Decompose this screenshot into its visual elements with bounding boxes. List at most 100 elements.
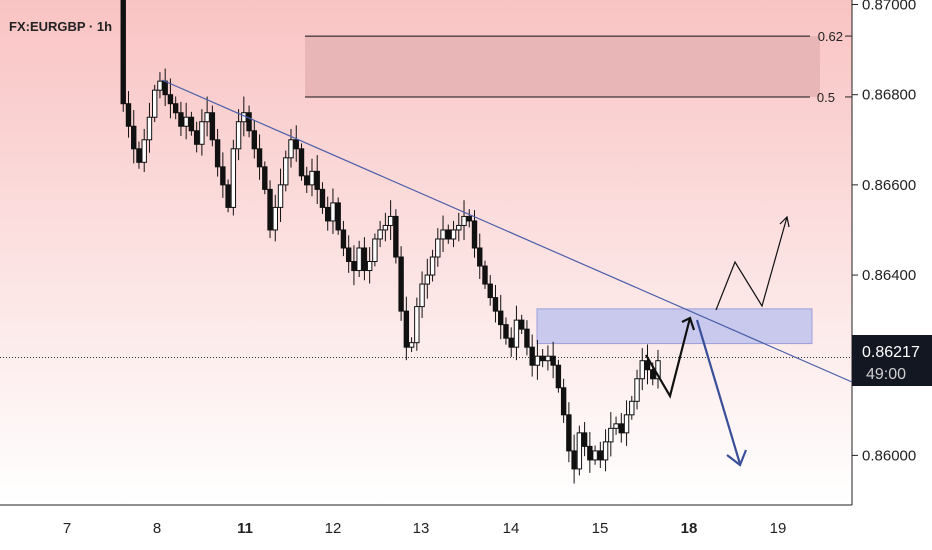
candle-body [283, 157, 289, 186]
candle-body [487, 283, 493, 299]
candle-body [634, 378, 640, 402]
candle-body [403, 310, 410, 348]
candle-body [650, 369, 656, 380]
candle-body [571, 450, 577, 470]
candle-body [309, 170, 315, 186]
candle-body [471, 220, 478, 249]
candle-body [356, 247, 362, 272]
price-tick-label: 0.86400 [862, 267, 916, 284]
candle-body [555, 364, 562, 389]
candle-body [424, 274, 431, 285]
time-tick: 14 [503, 520, 520, 537]
candle-body [608, 427, 614, 443]
candle-body [492, 297, 499, 312]
price-axis-panel [852, 0, 932, 505]
candle-body [393, 215, 399, 258]
candle-body [372, 238, 378, 263]
candle-body [204, 112, 210, 123]
candle-body [639, 360, 645, 380]
candle-body [534, 355, 541, 366]
candle-body [560, 387, 567, 416]
candle-body [429, 256, 436, 276]
projection-bull-arrowhead [681, 316, 696, 331]
candle-body [288, 139, 294, 159]
time-tick: 19 [770, 520, 787, 537]
candle-body [125, 103, 132, 127]
price-tick-label: 0.87000 [862, 0, 916, 14]
candle-body [120, 0, 126, 105]
candle-body [539, 355, 546, 362]
candle-body [414, 306, 420, 344]
candle-body [398, 256, 404, 312]
candle-body [136, 148, 142, 163]
candle-body [366, 261, 373, 272]
candle-body [466, 215, 472, 222]
trendline [161, 79, 853, 383]
candle-body [131, 125, 137, 150]
candle-body [498, 310, 504, 326]
symbol-label: FX:EURGBP · 1h [9, 19, 112, 34]
projection-alt-path [715, 216, 788, 311]
candle-body [345, 247, 352, 263]
candle-body [361, 247, 368, 272]
candle-body [408, 342, 415, 348]
candle-body [456, 224, 462, 231]
candle-body [644, 360, 651, 371]
candle-body [146, 116, 153, 141]
candle-body [178, 112, 184, 127]
current-price-label: 0.86217 [862, 344, 920, 361]
candle-body [477, 247, 483, 267]
price-tick-label: 0.86600 [862, 177, 916, 194]
time-tick: 18 [681, 520, 698, 537]
candle-body [545, 355, 551, 362]
candle-body [581, 432, 588, 447]
price-axis-ticks: 0.87000 0.86800 0.86600 0.86400 0.86000 [852, 0, 916, 464]
candle-body [382, 224, 389, 231]
candle-body [435, 238, 441, 258]
time-tick: 15 [592, 520, 609, 537]
candle-body [199, 121, 205, 145]
candle-body [587, 445, 593, 461]
candle-body [314, 170, 320, 190]
candle-body [482, 265, 488, 285]
candle-body [277, 184, 284, 208]
candle-body [267, 188, 273, 231]
candle-body [387, 215, 394, 226]
time-axis-ticks: 7 8 11 12 13 14 15 18 19 [63, 520, 787, 537]
candle-body [246, 112, 252, 132]
candle-body [524, 328, 530, 348]
candle-body [183, 116, 189, 127]
candle-body [241, 112, 247, 123]
countdown-label: 49:00 [866, 366, 906, 383]
demand-zone [536, 308, 813, 345]
candle-body [230, 148, 237, 208]
projection-alt-arrowhead [779, 215, 790, 228]
fib-zone-band [305, 36, 820, 97]
current-price-tag-bg [852, 335, 932, 386]
candle-body [529, 346, 535, 366]
candle-body [513, 319, 520, 348]
candle-body [235, 121, 242, 150]
candle-body [293, 139, 299, 150]
candle-body [256, 148, 263, 168]
candle-body [193, 130, 200, 145]
candle-body [262, 166, 268, 190]
candle-body [167, 94, 174, 105]
candle-body [225, 184, 231, 208]
fib-label-062: 0.62 [818, 29, 843, 44]
candle-body [623, 414, 630, 434]
time-tick: 8 [153, 520, 161, 537]
candle-body [162, 80, 168, 96]
candle-body [518, 319, 525, 330]
candle-body [335, 202, 341, 231]
candle-body [618, 423, 625, 434]
candle-body [445, 229, 451, 240]
candle-body [508, 337, 514, 348]
candle-body [319, 188, 326, 208]
candle-body [188, 116, 195, 132]
candle-body [340, 229, 347, 249]
candle-body [597, 450, 604, 461]
candle-body [251, 130, 258, 150]
candle-body [214, 139, 221, 168]
